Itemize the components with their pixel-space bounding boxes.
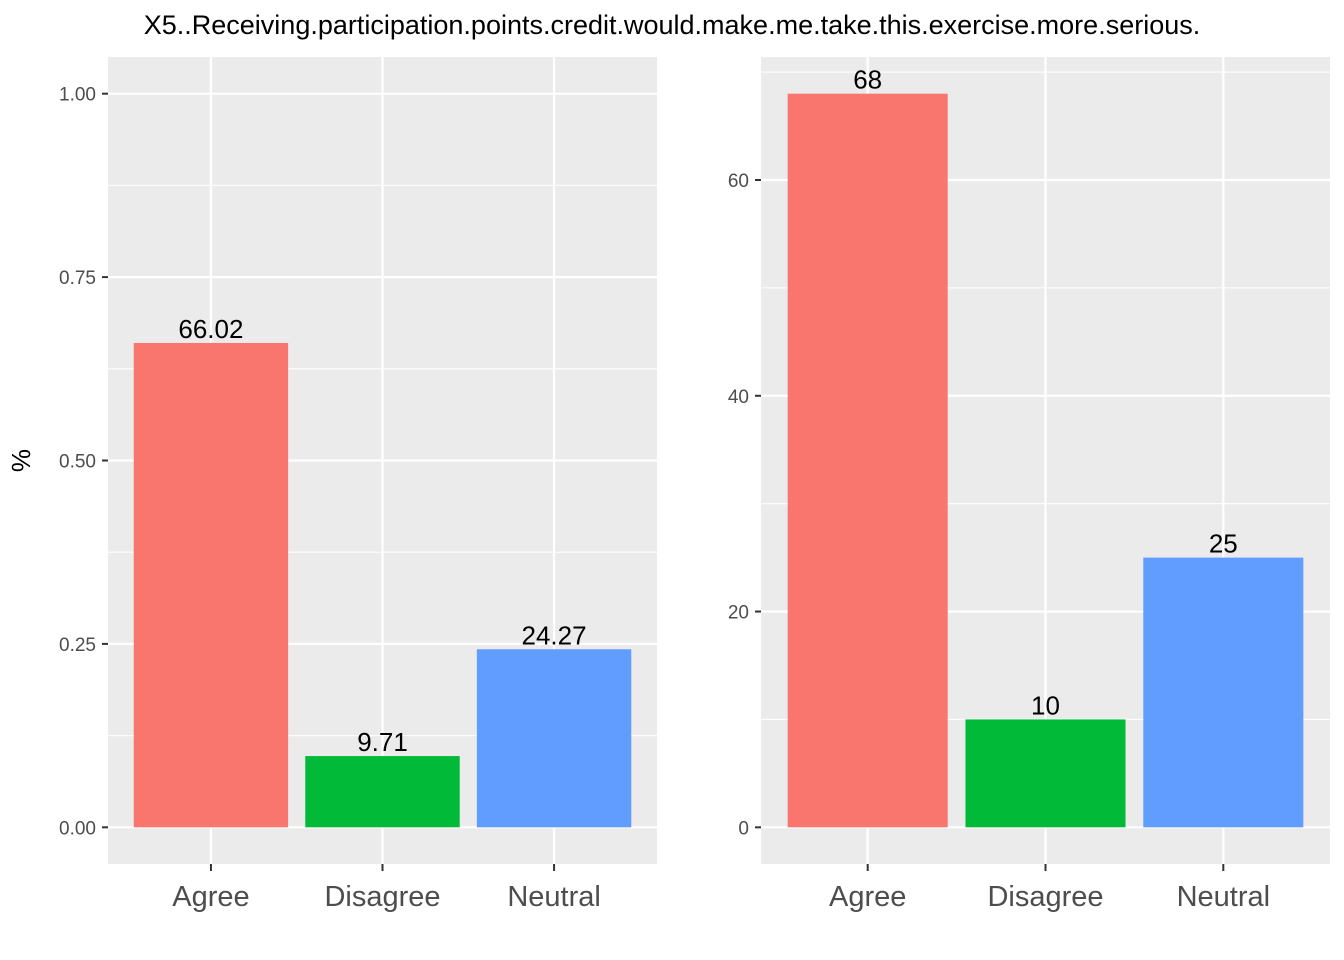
y-tick-label: 1.00 bbox=[59, 85, 96, 106]
x-category-label: Neutral bbox=[507, 881, 601, 913]
y-tick-label: 20 bbox=[728, 603, 749, 624]
data-label: 24.27 bbox=[522, 620, 587, 650]
right-panel: 0 20 40 60 68 10 25 Agree Disagree Neutral bbox=[728, 57, 1330, 913]
x-category-label: Disagree bbox=[324, 881, 440, 913]
bar-agree bbox=[787, 93, 948, 828]
bar-disagree bbox=[965, 719, 1126, 828]
y-tick-label: 0.75 bbox=[59, 268, 96, 289]
data-label: 9.71 bbox=[357, 727, 408, 757]
y-axis-title: % bbox=[6, 449, 36, 472]
bar-agree bbox=[133, 342, 289, 828]
data-label: 10 bbox=[1031, 690, 1060, 720]
data-label: 68 bbox=[853, 65, 882, 95]
x-category-label: Agree bbox=[172, 881, 249, 913]
x-category-label: Agree bbox=[829, 881, 906, 913]
y-tick-label: 60 bbox=[728, 171, 749, 192]
x-category-label: Disagree bbox=[987, 881, 1103, 913]
y-tick-label: 0.25 bbox=[59, 635, 96, 656]
y-tick-label: 40 bbox=[728, 387, 749, 408]
bar-neutral bbox=[476, 649, 632, 828]
bar-neutral bbox=[1143, 557, 1304, 828]
data-label: 25 bbox=[1209, 529, 1238, 559]
bar-disagree bbox=[305, 756, 460, 828]
y-tick-label: 0 bbox=[738, 818, 749, 839]
x-category-label: Neutral bbox=[1177, 881, 1271, 913]
chart-title: X5..Receiving.participation.points.credi… bbox=[144, 10, 1200, 40]
data-label: 66.02 bbox=[178, 314, 243, 344]
y-tick-label: 0.50 bbox=[59, 452, 96, 473]
y-tick-label: 0.00 bbox=[59, 818, 96, 839]
left-panel: 0.00 0.25 0.50 0.75 1.00 66.02 9.71 24.27 Agree D… bbox=[6, 57, 657, 913]
